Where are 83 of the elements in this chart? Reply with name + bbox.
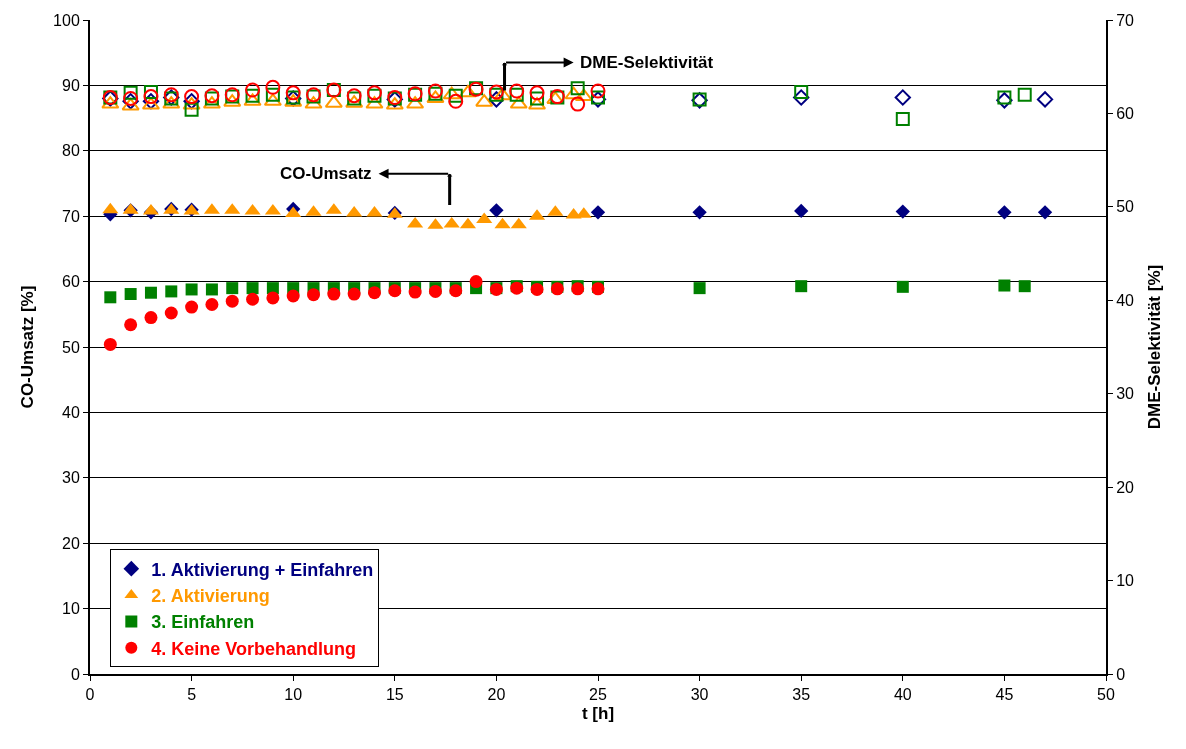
y2-tick-label: 0	[1116, 665, 1126, 683]
point	[244, 203, 261, 215]
point	[347, 287, 361, 301]
point	[489, 203, 504, 218]
y2-tick-label: 30	[1116, 385, 1135, 403]
point	[307, 288, 321, 302]
point	[104, 291, 117, 304]
y2-tick-label: 50	[1116, 198, 1135, 216]
point	[103, 337, 117, 351]
point	[102, 202, 119, 214]
y-tick-label: 70	[62, 207, 80, 225]
point	[226, 282, 239, 295]
legend-label: 1. Aktivierung + Einfahren	[151, 559, 374, 580]
point	[246, 292, 260, 306]
x-tick-label: 5	[187, 686, 197, 704]
point	[590, 205, 606, 220]
point	[693, 282, 706, 295]
x-axis-title: t [h]	[581, 704, 615, 724]
y2-tick-label: 60	[1116, 105, 1135, 123]
point	[1037, 205, 1053, 220]
y2-axis-title: DME-Selektivität [%]	[1145, 264, 1164, 430]
point	[346, 205, 363, 217]
y2-tick-label: 70	[1116, 11, 1135, 29]
x-tick-label: 50	[1097, 686, 1115, 704]
point	[264, 203, 281, 215]
y-tick-label: 0	[70, 665, 80, 683]
x-tick-label: 20	[487, 686, 506, 704]
point	[165, 285, 178, 298]
y2-tick-label: 40	[1116, 291, 1135, 309]
x-tick-label: 40	[893, 686, 912, 704]
point	[144, 311, 158, 325]
point	[205, 283, 218, 296]
x-tick-label: 15	[385, 686, 404, 704]
x-tick-label: 25	[589, 686, 607, 704]
legend-label: 2. Aktivierung	[151, 586, 270, 607]
point	[124, 318, 138, 332]
y-tick-label: 90	[62, 77, 80, 94]
point	[510, 217, 527, 229]
legend-label: 3. Einfahren	[151, 612, 255, 633]
x-tick-label: 30	[690, 686, 709, 704]
y-axis-title: CO-Umsatz [%]	[18, 285, 38, 409]
point	[408, 285, 422, 299]
y-tick-label: 50	[62, 338, 80, 356]
y2-tick-label: 20	[1116, 478, 1135, 496]
point	[367, 286, 381, 300]
point	[205, 297, 219, 311]
point	[285, 206, 302, 218]
y-tick-label: 80	[62, 142, 80, 160]
point	[286, 289, 300, 303]
y-tick-label: 10	[62, 600, 80, 618]
y2-tick-label: 10	[1116, 572, 1135, 590]
point	[692, 205, 707, 220]
point	[795, 280, 808, 293]
point	[225, 294, 239, 308]
point	[185, 300, 199, 314]
annotation: DME-Selektivität	[580, 53, 714, 72]
point	[896, 280, 909, 293]
point	[164, 306, 178, 320]
x-tick-label: 10	[284, 686, 303, 704]
point	[124, 288, 137, 301]
point	[494, 217, 511, 229]
y-tick-label: 30	[62, 469, 80, 487]
y-tick-label: 100	[53, 11, 80, 29]
legend-label: 4. Keine Vorbehandlung	[151, 638, 357, 659]
point	[185, 283, 198, 296]
point	[366, 205, 383, 217]
point	[266, 291, 280, 305]
point	[246, 282, 259, 295]
point	[794, 203, 809, 219]
point	[327, 287, 341, 301]
y-tick-label: 60	[62, 273, 80, 291]
y-tick-label: 20	[62, 534, 80, 552]
y-tick-label: 40	[62, 404, 80, 421]
point	[1018, 280, 1031, 293]
annotation: CO-Umsatz	[280, 164, 372, 183]
point	[469, 275, 483, 289]
x-tick-label: 0	[85, 686, 95, 704]
point	[998, 279, 1011, 292]
x-tick-label: 35	[792, 686, 811, 704]
point	[997, 205, 1012, 220]
point	[144, 286, 157, 299]
point	[895, 204, 910, 219]
x-tick-label: 45	[995, 686, 1014, 704]
